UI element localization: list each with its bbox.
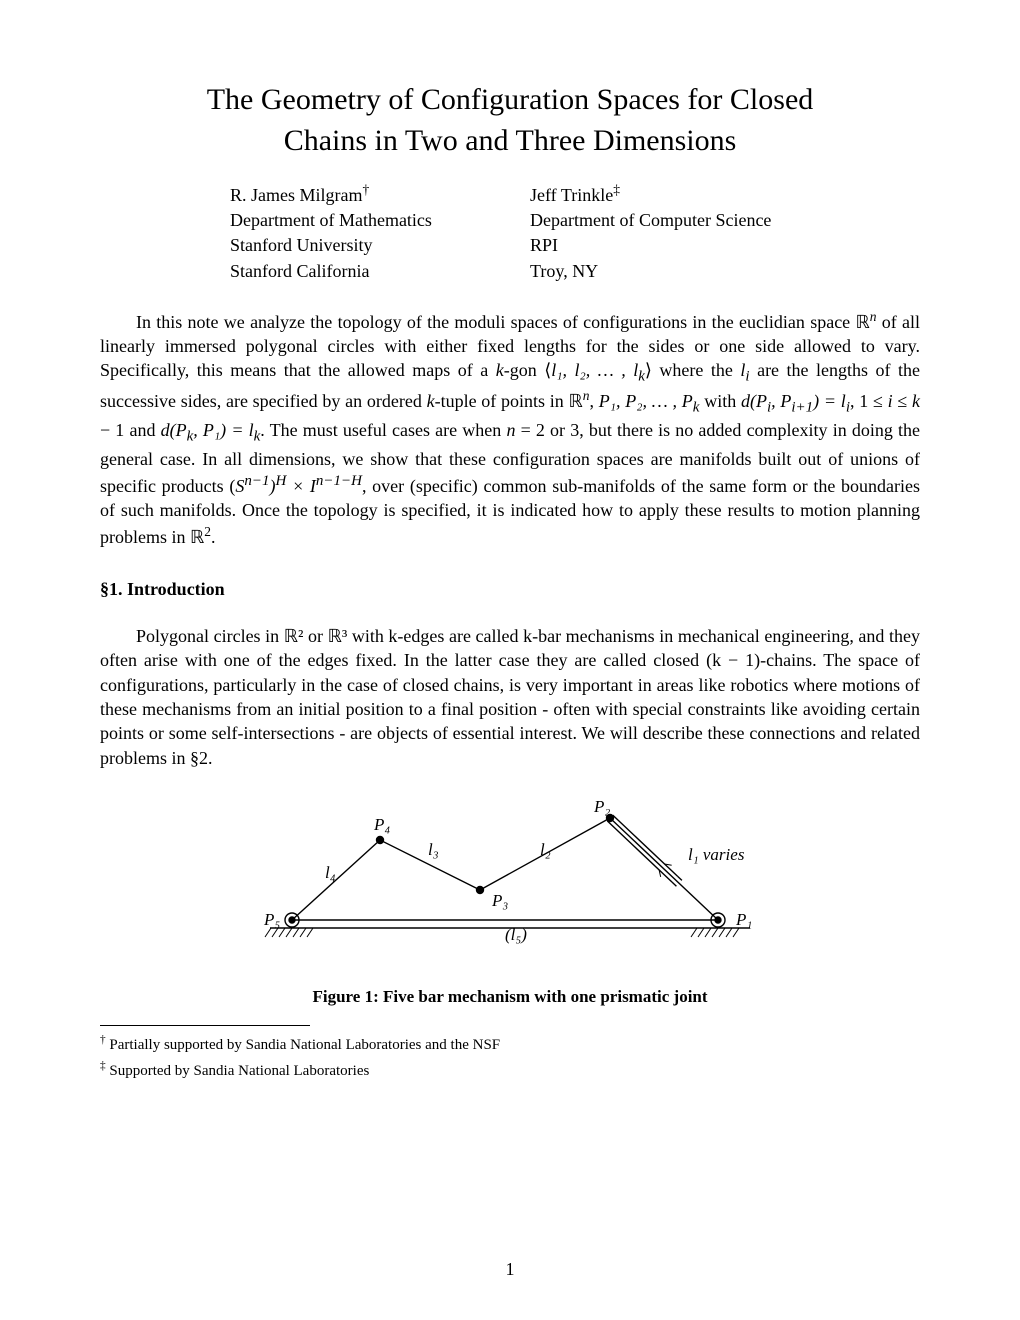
authors-block: R. James Milgram† Department of Mathemat…: [100, 181, 920, 284]
footnote-2: ‡ Supported by Sandia National Laborator…: [100, 1058, 920, 1083]
math: k: [427, 391, 435, 411]
author-dept: Department of Mathematics: [230, 210, 432, 230]
author-univ: Stanford University: [230, 235, 372, 255]
paper-page: The Geometry of Configuration Spaces for…: [0, 0, 1020, 1320]
abs-t: -tuple of points in ℝ: [435, 391, 583, 411]
author-dept: Department of Computer Science: [530, 210, 771, 230]
title-line-1: The Geometry of Configuration Spaces for…: [207, 83, 814, 116]
abs-t: with: [699, 391, 741, 411]
footnote-rule: [100, 1025, 310, 1026]
intro-paragraph: Polygonal circles in ℝ² or ℝ³ with k-edg…: [100, 624, 920, 770]
author-name: Jeff Trinkle: [530, 185, 613, 205]
mechanism-diagram: l₂ l₃ l₄ (l₅) l₁ varies P₁ P₂ P₃ P₄ P₅: [250, 800, 770, 970]
math: Sn−1)H × In−1−H: [235, 476, 362, 496]
section-heading: §1. Introduction: [100, 579, 920, 600]
svg-text:l₄: l₄: [325, 863, 336, 882]
abs-t: − 1 and: [100, 420, 161, 440]
svg-text:(l₅): (l₅): [505, 925, 527, 944]
math: P₁, P₂, … , Pk: [599, 391, 700, 411]
author-right: Jeff Trinkle‡ Department of Computer Sci…: [530, 181, 790, 284]
author-univ: RPI: [530, 235, 558, 255]
author-name: R. James Milgram: [230, 185, 363, 205]
math-sup: n: [583, 388, 590, 403]
footnote-text: Supported by Sandia National Laboratorie…: [106, 1063, 370, 1079]
abs-t: -gon ⟨: [504, 360, 552, 380]
abstract-paragraph: In this note we analyze the topology of …: [100, 308, 920, 549]
author-left: R. James Milgram† Department of Mathemat…: [230, 181, 490, 284]
abs-t: , 1 ≤: [850, 391, 888, 411]
author-loc: Troy, NY: [530, 261, 598, 281]
figure-1: l₂ l₃ l₄ (l₅) l₁ varies P₁ P₂ P₃ P₄ P₅ Figure 1: …: [100, 800, 920, 1007]
abs-t: ⟩ where the: [645, 360, 740, 380]
math-sup: 2: [204, 524, 211, 539]
abs-t: In this note we analyze the topology of …: [136, 312, 870, 332]
svg-text:P₂: P₂: [593, 800, 610, 816]
svg-text:P₅: P₅: [263, 910, 280, 929]
math: k: [496, 360, 504, 380]
footnote-text: Partially supported by Sandia National L…: [106, 1037, 501, 1053]
svg-text:l₁ varies: l₁ varies: [688, 845, 745, 864]
abs-t: .: [211, 527, 216, 547]
svg-text:P₄: P₄: [373, 815, 390, 834]
dagger-icon: †: [363, 182, 370, 197]
paper-title: The Geometry of Configuration Spaces for…: [100, 80, 920, 161]
svg-text:P₁: P₁: [735, 910, 752, 929]
abs-t: ≤: [893, 391, 912, 411]
page-number: 1: [0, 1259, 1020, 1280]
math: d(Pi, Pi+1) = li: [741, 391, 850, 411]
math: k: [912, 391, 920, 411]
svg-text:l₃: l₃: [428, 840, 439, 859]
author-loc: Stanford California: [230, 261, 369, 281]
svg-text:P₃: P₃: [491, 891, 508, 910]
ddagger-icon: ‡: [613, 182, 620, 197]
title-line-2: Chains in Two and Three Dimensions: [284, 124, 737, 157]
figure-caption: Figure 1: Five bar mechanism with one pr…: [100, 987, 920, 1007]
abs-t: . The must useful cases are when: [260, 420, 506, 440]
footnote-1: † Partially supported by Sandia National…: [100, 1032, 920, 1057]
math: l₁, l₂, … , lk: [551, 360, 645, 380]
svg-text:l₂: l₂: [540, 840, 551, 859]
math: li: [740, 360, 749, 380]
math: d(Pk, P₁) = lk: [161, 420, 261, 440]
